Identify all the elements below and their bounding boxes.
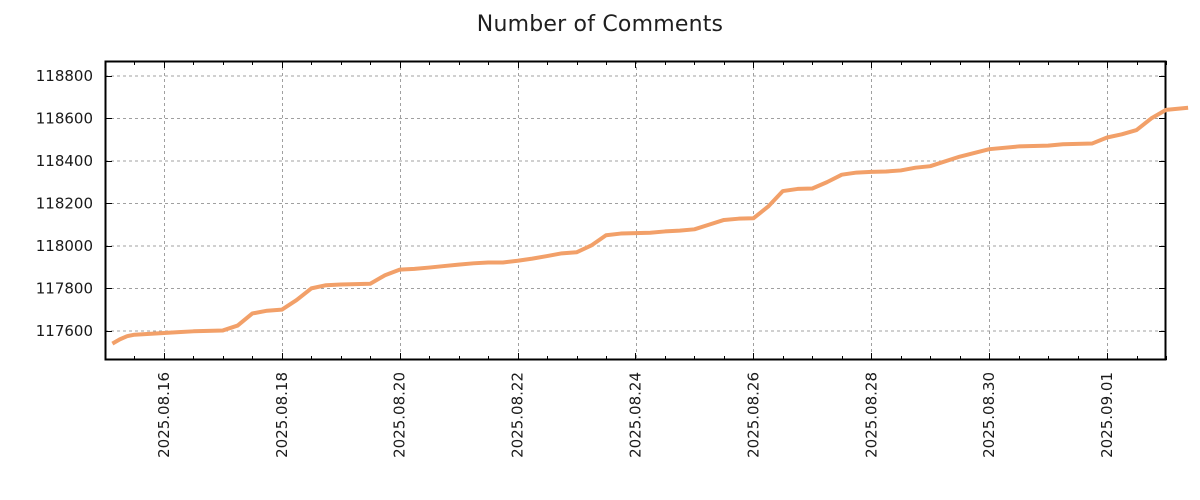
x-axis-tick-labels: 2025.08.16 2025.08.18 2025.08.20 2025.08.22… — [155, 372, 1116, 458]
x-tick-label: 2025.08.30 — [980, 372, 998, 458]
y-tick-label: 118800 — [36, 67, 93, 85]
y-tick-label: 118200 — [36, 194, 93, 212]
y-tick-label: 118400 — [36, 152, 93, 170]
y-axis-tick-labels: 117600 117800 118000 118200 118400 118600 1188… — [36, 67, 93, 340]
data-series — [111, 105, 1189, 346]
x-tick-label: 2025.08.20 — [391, 372, 409, 458]
x-tick-label: 2025.08.16 — [155, 372, 173, 458]
x-tick-label: 2025.08.18 — [273, 372, 291, 458]
chart-title: Number of Comments — [476, 12, 724, 37]
y-tick-label: 118000 — [36, 237, 93, 255]
x-tick-label: 2025.08.26 — [744, 372, 762, 458]
x-tick-label: 2025.08.28 — [862, 372, 880, 458]
series-line — [111, 105, 1189, 346]
y-tick-label: 118600 — [36, 109, 93, 127]
y-tick-label: 117600 — [36, 322, 93, 340]
y-tick-label: 117800 — [36, 279, 93, 297]
axis-frame — [104, 60, 1167, 361]
x-tick-label: 2025.08.24 — [627, 372, 645, 458]
x-tick-label: 2025.09.01 — [1098, 372, 1116, 458]
axis-ticks — [105, 61, 1167, 360]
x-tick-label: 2025.08.22 — [509, 372, 527, 458]
gridlines — [105, 61, 1166, 360]
